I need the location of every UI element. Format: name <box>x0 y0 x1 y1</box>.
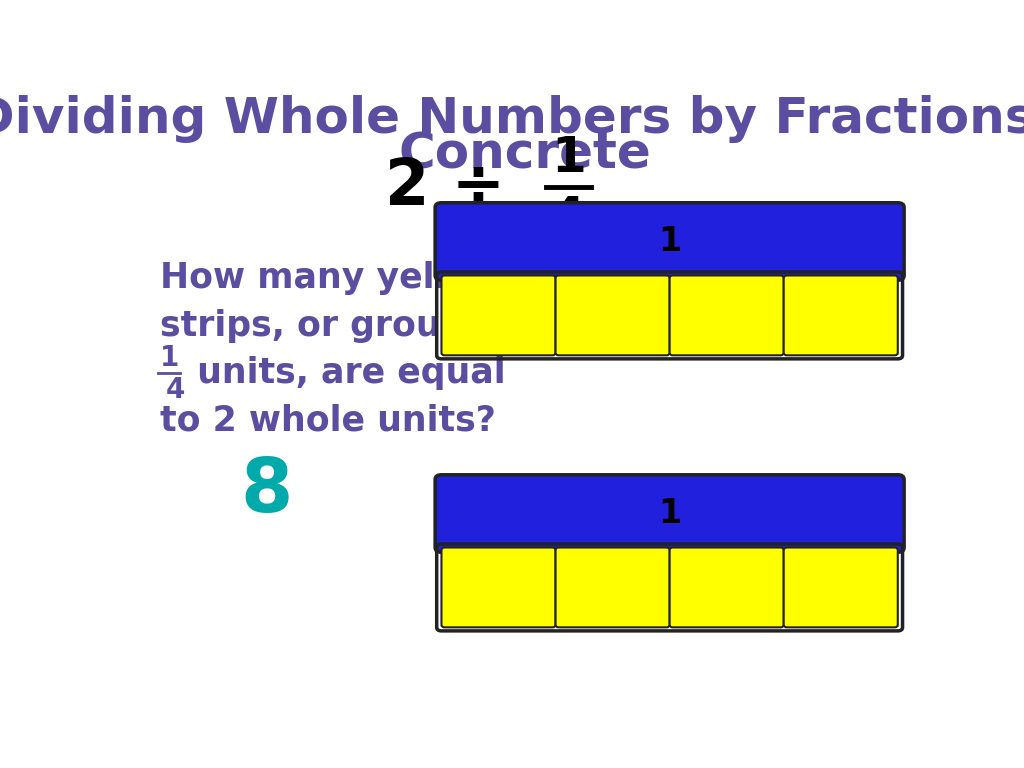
Text: 4: 4 <box>551 194 586 241</box>
Text: to 2 whole units?: to 2 whole units? <box>160 403 496 437</box>
FancyBboxPatch shape <box>441 548 556 627</box>
Text: 1: 1 <box>658 225 681 258</box>
FancyBboxPatch shape <box>556 276 670 356</box>
FancyBboxPatch shape <box>670 276 783 356</box>
Text: units, are equal: units, are equal <box>185 356 506 390</box>
Text: 2 ÷: 2 ÷ <box>385 156 505 218</box>
Text: 1: 1 <box>658 497 681 530</box>
FancyBboxPatch shape <box>441 276 556 356</box>
Text: 1: 1 <box>551 134 586 182</box>
FancyBboxPatch shape <box>670 548 783 627</box>
Text: 1: 1 <box>160 344 179 372</box>
Text: 8: 8 <box>241 455 293 528</box>
FancyBboxPatch shape <box>435 203 904 280</box>
FancyBboxPatch shape <box>556 548 670 627</box>
Text: strips, or groups of: strips, or groups of <box>160 309 537 343</box>
Text: 4: 4 <box>165 376 184 404</box>
Text: How many yellow: How many yellow <box>160 261 502 296</box>
Text: Dividing Whole Numbers by Fractions –: Dividing Whole Numbers by Fractions – <box>0 94 1024 143</box>
FancyBboxPatch shape <box>783 276 898 356</box>
FancyBboxPatch shape <box>783 548 898 627</box>
FancyBboxPatch shape <box>435 475 904 552</box>
Text: Concrete: Concrete <box>398 131 651 178</box>
